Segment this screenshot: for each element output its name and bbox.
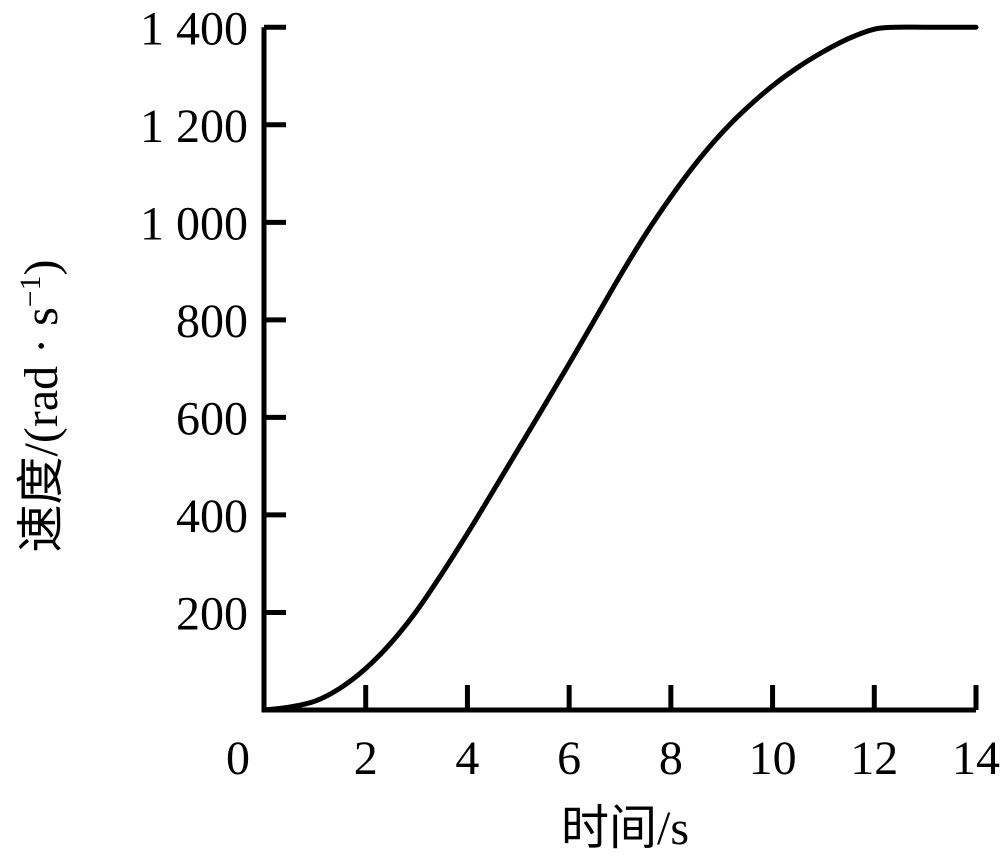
y-tick-label: 1 000	[140, 197, 248, 250]
y-tick-label: 1 200	[140, 100, 248, 153]
y-tick-label: 600	[176, 392, 248, 445]
y-tick-label: 200	[176, 587, 248, 640]
speed-curve	[261, 24, 979, 713]
y-axis-title-close-paren: )	[15, 259, 68, 276]
y-tick-label: 400	[176, 490, 248, 543]
x-tick-label: 14	[952, 732, 1000, 785]
axes	[261, 27, 976, 713]
origin-label: 0	[226, 732, 250, 785]
y-axis-title-superscript: −1	[14, 275, 47, 308]
x-tick-label: 8	[659, 732, 683, 785]
y-tick-label: 1 400	[140, 2, 248, 55]
x-axis-title: 时间/s	[560, 802, 690, 855]
x-tick-label: 12	[850, 732, 898, 785]
y-axis-title: 速度/(rad · s−1)	[10, 116, 74, 696]
x-tick-label: 10	[749, 732, 797, 785]
x-tick-label: 2	[354, 732, 378, 785]
x-tick-label: 6	[557, 732, 581, 785]
x-tick-label: 4	[455, 732, 479, 785]
y-tick-label: 800	[176, 295, 248, 348]
y-axis-title-text: 速度/(rad · s	[15, 307, 68, 553]
